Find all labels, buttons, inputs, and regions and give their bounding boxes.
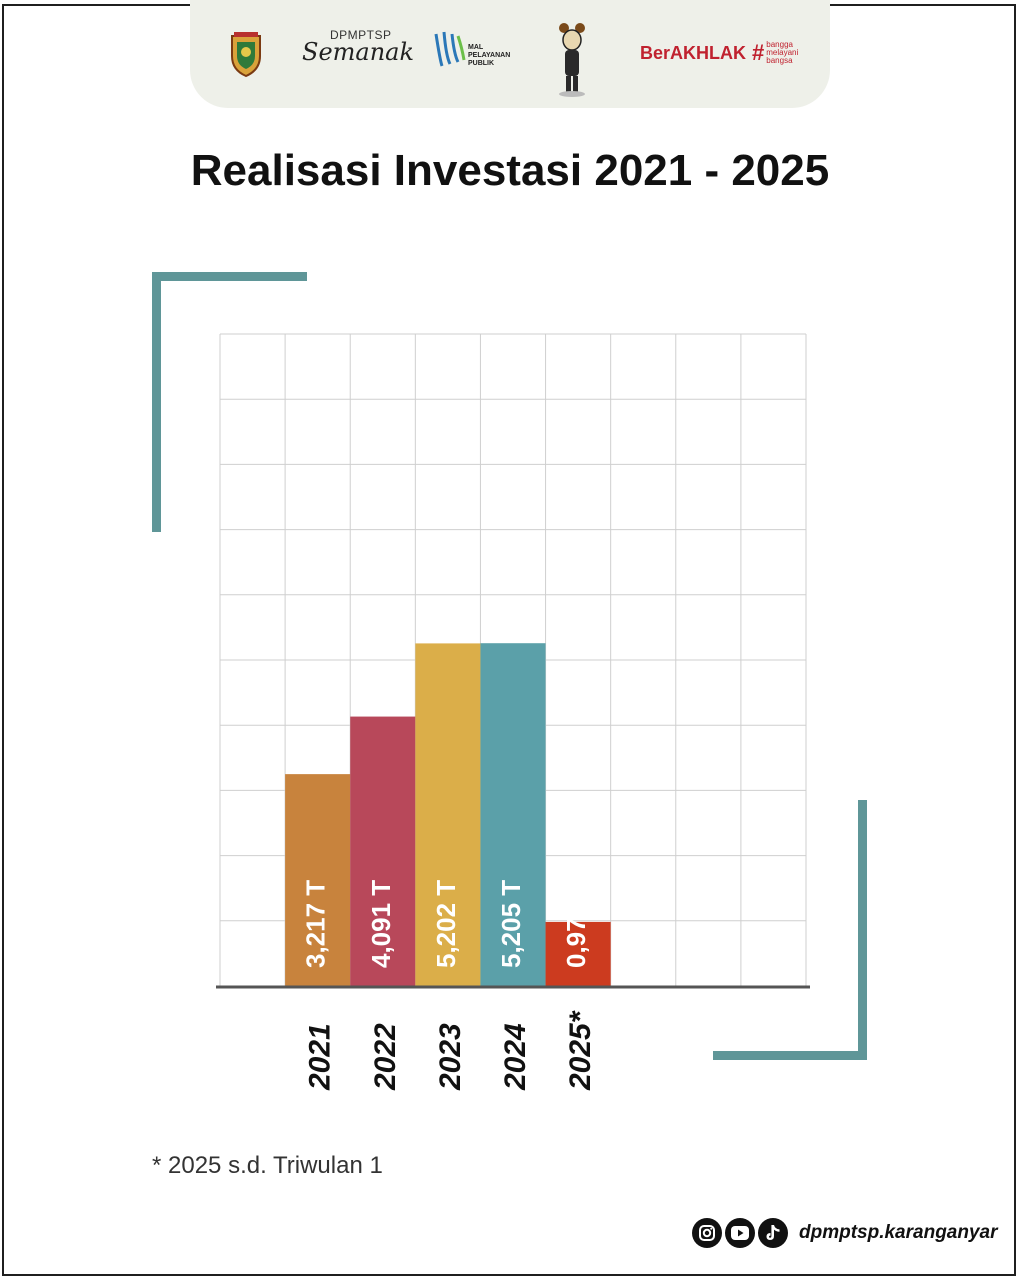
melayani-text: melayani — [766, 48, 799, 57]
category-label-2022: 2022 — [369, 1023, 402, 1091]
semanak-small-text: DPMPTSP — [330, 28, 392, 42]
berakhlak-logo: BerAKHLAK # bangga melayani bangsa — [640, 40, 798, 66]
corner-bracket-top-vertical — [152, 272, 161, 532]
bar-2024 — [480, 643, 546, 986]
dpmptsp-semanak-logo: DPMPTSP Semanak — [302, 28, 415, 66]
mpp-line2: PELAYANAN — [468, 52, 511, 59]
semanak-script-text: Semanak — [302, 38, 415, 66]
category-label-2024: 2024 — [499, 1023, 532, 1091]
category-label-2025: 2025* — [564, 1010, 597, 1091]
category-label-2023: 2023 — [434, 1023, 467, 1091]
chart-data-labels: 3,217 T 4,091 T 5,202 T 5,205 T 0,973 T — [301, 880, 591, 968]
corner-bracket-bottom-vertical — [858, 800, 867, 1060]
mpp-line3: PUBLIK — [468, 60, 495, 67]
chart-title: Realisasi Investasi 2021 - 2025 — [190, 146, 830, 195]
youtube-icon[interactable] — [725, 1218, 755, 1248]
bar-2023 — [415, 643, 481, 986]
category-label-2021: 2021 — [304, 1023, 337, 1091]
corner-bracket-bottom-horizontal — [713, 1051, 867, 1060]
bar-2025 — [545, 921, 611, 986]
mascot-logo — [556, 20, 588, 103]
karanganyar-crest-logo — [228, 30, 276, 88]
data-label-2024: 5,205 T — [496, 880, 526, 968]
data-label-2021: 3,217 T — [301, 880, 331, 968]
social-handle[interactable]: dpmptsp.karanganyar — [799, 1222, 998, 1243]
data-label-2022: 4,091 T — [366, 880, 396, 968]
logo-bar: DPMPTSP Semanak MAL PELAYANAN PUBLIK Ber… — [190, 0, 830, 108]
bar-2022 — [350, 716, 416, 986]
instagram-icon[interactable] — [692, 1218, 722, 1248]
bangga-text: bangga — [766, 40, 793, 49]
berakhlak-text: BerAKHLAK — [640, 42, 747, 63]
social-bar: dpmptsp.karanganyar — [692, 1218, 998, 1248]
chart-bars — [285, 643, 611, 986]
footnote: * 2025 s.d. Triwulan 1 — [152, 1152, 383, 1179]
tiktok-icon[interactable] — [758, 1218, 788, 1248]
data-label-2025: 0,973 T — [561, 880, 591, 968]
bar-2021 — [285, 774, 351, 986]
bangsa-text: bangsa — [766, 56, 793, 65]
corner-bracket-top-horizontal — [152, 272, 307, 281]
chart-category-labels: 2021 2022 2023 2024 2025* — [304, 1010, 597, 1091]
hashtag-icon: # — [752, 40, 765, 65]
data-label-2023: 5,202 T — [431, 880, 461, 968]
mpp-line1: MAL — [468, 44, 484, 51]
